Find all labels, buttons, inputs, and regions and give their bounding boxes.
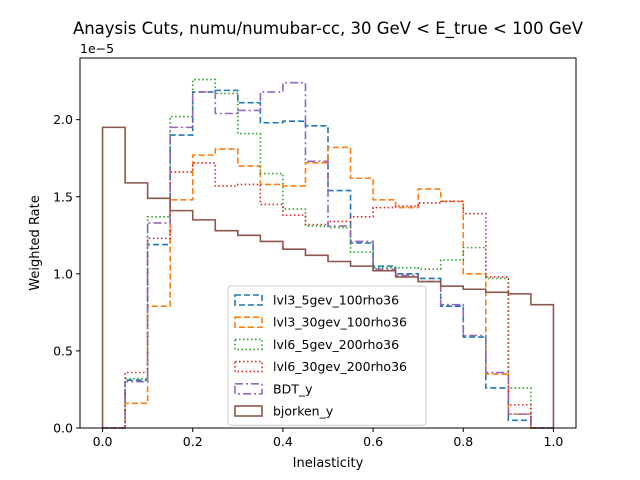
axes-frame xyxy=(79,57,577,429)
legend: lvl3_5gev_100rho36 lvl3_30gev_100rho36lvl… xyxy=(227,285,427,426)
legend-swatch xyxy=(234,360,263,373)
y-tick-label: 1.5 xyxy=(53,189,73,204)
y-axis-label: Weighted Rate xyxy=(28,195,43,290)
y-tick-label: 1.0 xyxy=(53,266,73,281)
series-line-4 xyxy=(102,81,554,429)
plot-area xyxy=(101,78,555,429)
x-tick-label: 0.6 xyxy=(363,434,383,449)
x-tick-label: 0.8 xyxy=(453,434,473,449)
x-tick-label: 1.0 xyxy=(544,434,564,449)
y-offset-label: 1e−5 xyxy=(80,41,114,56)
chart-title: Anaysis Cuts, numu/numubar-cc, 30 GeV < … xyxy=(73,19,584,39)
y-tick-label: 0.5 xyxy=(53,343,73,358)
legend-label: BDT_y xyxy=(273,381,313,396)
y-axis: 0.0 0.5 1.0 1.5 2.0 xyxy=(53,112,80,436)
legend-swatch xyxy=(234,294,263,306)
x-tick-label: 0.4 xyxy=(273,434,293,449)
x-axis-label: Inelasticity xyxy=(293,456,364,471)
series-line-5 xyxy=(101,126,555,428)
legend-label: lvl6_30gev_200rho36 xyxy=(273,359,407,374)
y-tick-label: 2.0 xyxy=(53,112,73,127)
legend-box xyxy=(227,285,427,426)
legend-swatch xyxy=(234,338,263,351)
x-tick-label: 0.2 xyxy=(183,434,203,449)
x-tick-label: 0.0 xyxy=(93,434,113,449)
legend-label: lvl6_5gev_200rho36 xyxy=(273,337,399,352)
x-axis: 0.0 0.2 0.4 0.6 0.8 1.0 xyxy=(93,428,564,449)
legend-swatch xyxy=(234,316,263,329)
legend-swatch xyxy=(234,382,263,395)
y-tick-label: 0.0 xyxy=(53,421,73,436)
legend-swatch xyxy=(234,405,263,417)
legend-label: lvl3_5gev_100rho36 xyxy=(273,293,399,308)
legend-label: bjorken_y xyxy=(273,404,334,419)
legend-label: lvl3_30gev_100rho36 xyxy=(273,315,407,330)
series-line-1 xyxy=(102,146,554,429)
